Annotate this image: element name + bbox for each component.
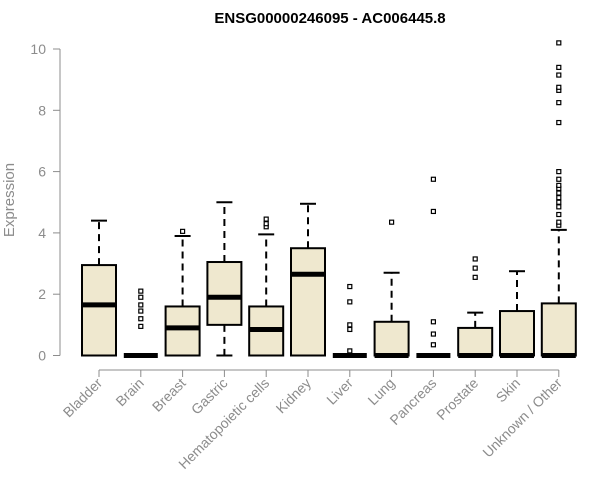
box-8 <box>373 219 410 358</box>
outlier-point <box>430 331 436 337</box>
outlier-point <box>556 219 562 225</box>
outlier-point <box>556 199 562 205</box>
outlier-point <box>347 348 353 354</box>
y-axis: 0 2 4 6 8 10 <box>30 41 61 364</box>
y-tick-label: 0 <box>38 348 46 364</box>
outlier-point <box>263 216 269 222</box>
outlier-point <box>347 322 353 328</box>
box-series <box>81 40 577 358</box>
x-tick-label: Brain <box>112 375 146 409</box>
box-7 <box>332 283 367 358</box>
box-body <box>457 326 494 357</box>
box-3 <box>164 228 201 357</box>
outlier-point <box>556 64 562 70</box>
box-body <box>164 305 201 357</box>
outlier-point <box>556 119 562 126</box>
outlier-point <box>180 228 186 234</box>
outlier-point <box>430 342 436 348</box>
outlier-point <box>556 190 562 196</box>
outlier-point <box>138 308 144 314</box>
y-tick-label: 4 <box>38 225 46 241</box>
outlier-point <box>556 211 562 218</box>
outlier-point <box>347 326 353 333</box>
box-9 <box>416 176 451 358</box>
box-body <box>206 261 243 326</box>
box-body <box>499 310 535 357</box>
outlier-point <box>556 182 562 188</box>
outlier-point <box>347 283 353 290</box>
y-tick-label: 10 <box>30 41 46 57</box>
outlier-point <box>347 299 353 305</box>
outlier-point <box>138 323 144 329</box>
box-2 <box>123 288 158 358</box>
outlier-point <box>556 169 562 175</box>
box-body <box>373 320 410 357</box>
x-tick-label: Breast <box>149 375 189 415</box>
box-12 <box>540 40 577 358</box>
outlier-point <box>263 221 269 227</box>
outlier-point <box>556 40 562 46</box>
box-5 <box>248 216 285 357</box>
outlier-point <box>556 176 562 182</box>
box-body <box>81 264 117 357</box>
x-tick-label: Skin <box>493 375 524 406</box>
outlier-point <box>556 84 562 90</box>
x-tick-label: Prostate <box>433 375 481 423</box>
y-tick-label: 6 <box>38 164 46 180</box>
chart-title: ENSG00000246095 - AC006445.8 <box>214 10 445 27</box>
x-tick-label: Bladder <box>60 375 106 421</box>
box-10 <box>457 256 494 358</box>
box-6 <box>290 202 326 357</box>
outlier-point <box>472 274 478 280</box>
box-11 <box>499 270 535 358</box>
outlier-point <box>138 294 144 300</box>
box-1 <box>81 219 117 357</box>
y-axis-label: Expression <box>1 163 18 237</box>
box-4 <box>206 201 243 357</box>
outlier-point <box>556 195 562 201</box>
outlier-point <box>138 316 144 322</box>
outlier-point <box>138 288 144 294</box>
outlier-point <box>556 204 562 210</box>
y-tick-label: 8 <box>38 102 46 118</box>
outlier-point <box>556 100 562 106</box>
y-tick-label: 2 <box>38 286 46 302</box>
outlier-point <box>430 208 436 215</box>
outlier-point <box>472 256 478 262</box>
outlier-point <box>430 176 436 182</box>
box-body <box>540 302 577 357</box>
outlier-point <box>138 302 144 308</box>
outlier-point <box>556 72 562 78</box>
box-body <box>290 247 326 357</box>
x-tick-label: Unknown / Other <box>479 375 565 461</box>
x-tick-label: Lung <box>364 375 397 408</box>
outlier-point <box>430 319 436 325</box>
x-tick-label: Kidney <box>273 375 315 417</box>
outlier-point <box>389 219 395 225</box>
outlier-point <box>472 265 478 271</box>
x-tick-label: Liver <box>323 375 356 408</box>
